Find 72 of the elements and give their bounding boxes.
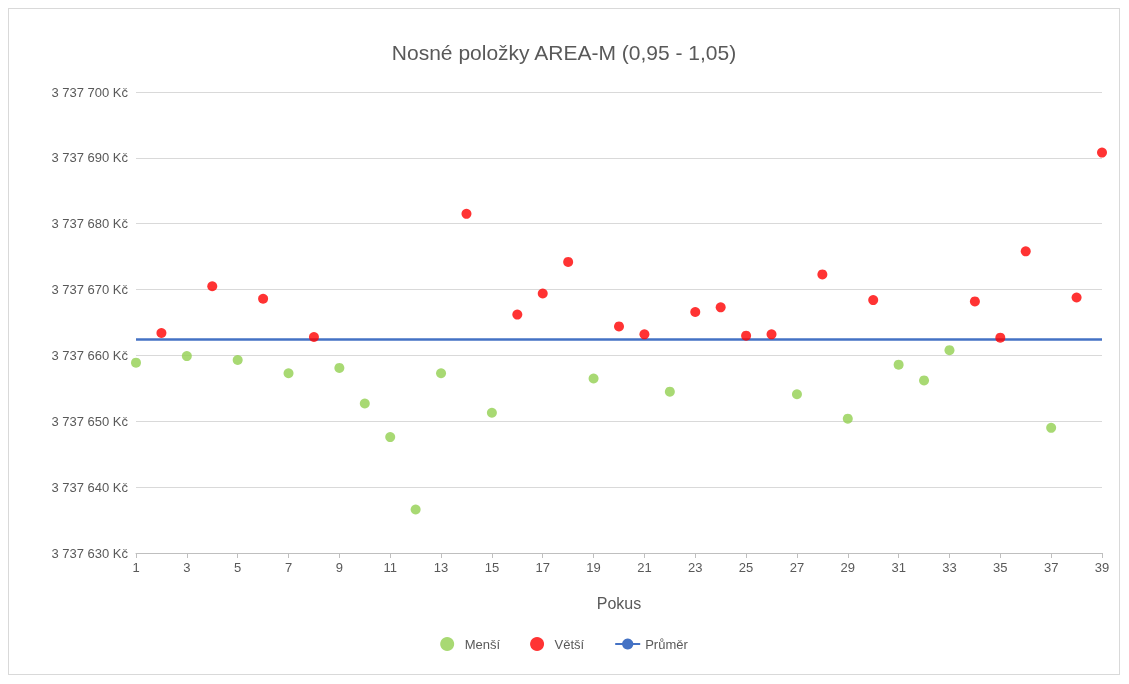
x-tick-label: 25 (738, 560, 754, 575)
x-tick-label: 23 (688, 560, 703, 575)
point (537, 288, 548, 299)
y-tick-label: 3 737 650 Kč (51, 413, 129, 429)
point (969, 296, 980, 307)
point (512, 309, 523, 320)
point (359, 398, 370, 409)
x-tick-label: 17 (535, 560, 550, 575)
point (410, 504, 421, 515)
point (385, 432, 396, 443)
point (817, 269, 828, 280)
point (1071, 292, 1082, 303)
x-tick-label: 27 (789, 560, 805, 575)
x-tick-label: 15 (484, 560, 500, 575)
point (919, 375, 930, 386)
point (791, 389, 802, 400)
legend-label: Větší (554, 636, 585, 652)
point (639, 329, 650, 340)
point (1097, 147, 1107, 158)
point (715, 302, 726, 313)
y-tick-label: 3 737 630 Kč (51, 545, 129, 561)
point (995, 332, 1006, 343)
point (944, 345, 955, 356)
y-tick-label: 3 737 640 Kč (51, 479, 129, 495)
point (232, 355, 243, 366)
point (1020, 246, 1031, 257)
point (1046, 422, 1057, 433)
point (283, 368, 294, 379)
legend-label: Průměr (645, 636, 689, 652)
x-tick-label: 21 (637, 560, 652, 575)
x-tick-label: 33 (942, 560, 957, 575)
x-axis-title: Pokus (596, 594, 642, 612)
point (486, 407, 497, 418)
x-tick-label: 5 (234, 560, 242, 575)
point (588, 373, 599, 384)
point (868, 295, 879, 306)
y-tick-label: 3 737 680 Kč (51, 216, 129, 232)
x-tick-label: 39 (1094, 560, 1110, 575)
x-tick-label: 29 (840, 560, 856, 575)
point (258, 293, 269, 304)
x-tick-label: 9 (335, 560, 343, 575)
chart-title: Nosné položky AREA-M (0,95 - 1,05) (391, 41, 737, 64)
y-tick-label: 3 737 660 Kč (51, 347, 129, 363)
point (156, 328, 167, 339)
x-tick-label: 31 (891, 560, 906, 575)
point (308, 331, 319, 342)
point (334, 362, 345, 373)
point (741, 330, 752, 341)
y-tick-label: 3 737 670 Kč (51, 282, 129, 298)
y-tick-label: 3 737 700 Kč (51, 84, 129, 100)
x-tick-label: 7 (284, 560, 293, 575)
y-tick-label: 3 737 690 Kč (51, 150, 129, 166)
point (766, 329, 777, 340)
x-tick-label: 35 (993, 560, 1008, 575)
point (207, 281, 218, 292)
x-tick-label: 13 (433, 560, 449, 575)
legend-label: Menší (464, 636, 501, 652)
point (842, 413, 853, 424)
x-tick-label: 3 (183, 560, 191, 575)
point (690, 306, 701, 317)
point (131, 357, 141, 368)
point (614, 321, 624, 332)
point (664, 386, 675, 397)
x-tick-label: 37 (1043, 560, 1059, 575)
x-tick-label: 11 (383, 560, 397, 575)
x-tick-label: 1 (132, 560, 140, 575)
point (461, 208, 472, 219)
point (563, 256, 574, 267)
point (436, 368, 447, 379)
x-tick-label: 19 (586, 560, 601, 575)
point (181, 351, 192, 362)
point (893, 359, 904, 370)
